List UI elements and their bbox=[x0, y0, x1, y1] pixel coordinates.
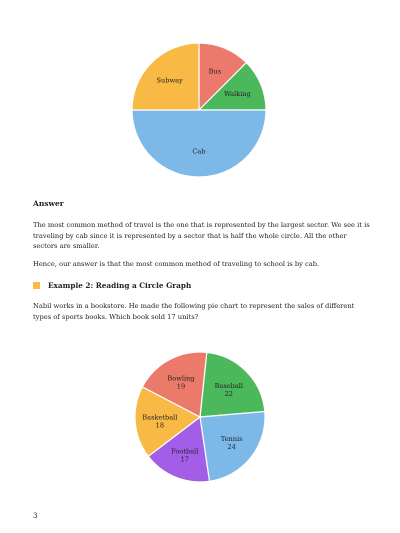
pie-slice-tennis bbox=[199, 410, 266, 482]
pie-slice-basketball bbox=[134, 386, 202, 458]
pie-slice-football bbox=[147, 415, 211, 483]
page-number: 3 bbox=[33, 512, 38, 520]
pie-slice-cab bbox=[131, 109, 267, 178]
square-bullet-icon bbox=[33, 282, 40, 289]
pie-slice-baseball bbox=[199, 351, 266, 418]
example-2-title: Example 2: Reading a Circle Graph bbox=[48, 281, 192, 290]
slice-label-bowling: Bowling 19 bbox=[167, 374, 195, 390]
pie-slice-bowling bbox=[141, 351, 208, 418]
slice-label-basketball: Basketball 18 bbox=[142, 413, 177, 429]
sports-books-pie-chart: Baseball 22 Tennis 24 Football 17 Basketball 18… bbox=[134, 351, 266, 483]
pie-slice-subway bbox=[131, 42, 200, 111]
travel-pie-chart: Bus Walking Cab Subway bbox=[131, 42, 267, 178]
answer-heading: Answer bbox=[33, 199, 64, 208]
example-2-heading: Example 2: Reading a Circle Graph bbox=[33, 281, 191, 290]
slice-label-football: Football 17 bbox=[171, 447, 198, 463]
slice-label-cab: Cab bbox=[192, 148, 205, 156]
slice-label-tennis: Tennis 24 bbox=[221, 435, 243, 451]
answer-paragraph-2: Hence, our answer is that the most commo… bbox=[33, 260, 320, 268]
slice-label-bus: Bus bbox=[209, 68, 222, 76]
slice-label-subway: Subway bbox=[156, 77, 183, 85]
example-2-paragraph: Nabil works in a bookstore. He made the … bbox=[33, 302, 355, 321]
slice-label-walking: Walking bbox=[224, 90, 252, 98]
answer-paragraph-1: The most common method of travel is the … bbox=[33, 221, 370, 250]
slice-label-baseball: Baseball 22 bbox=[215, 382, 243, 398]
